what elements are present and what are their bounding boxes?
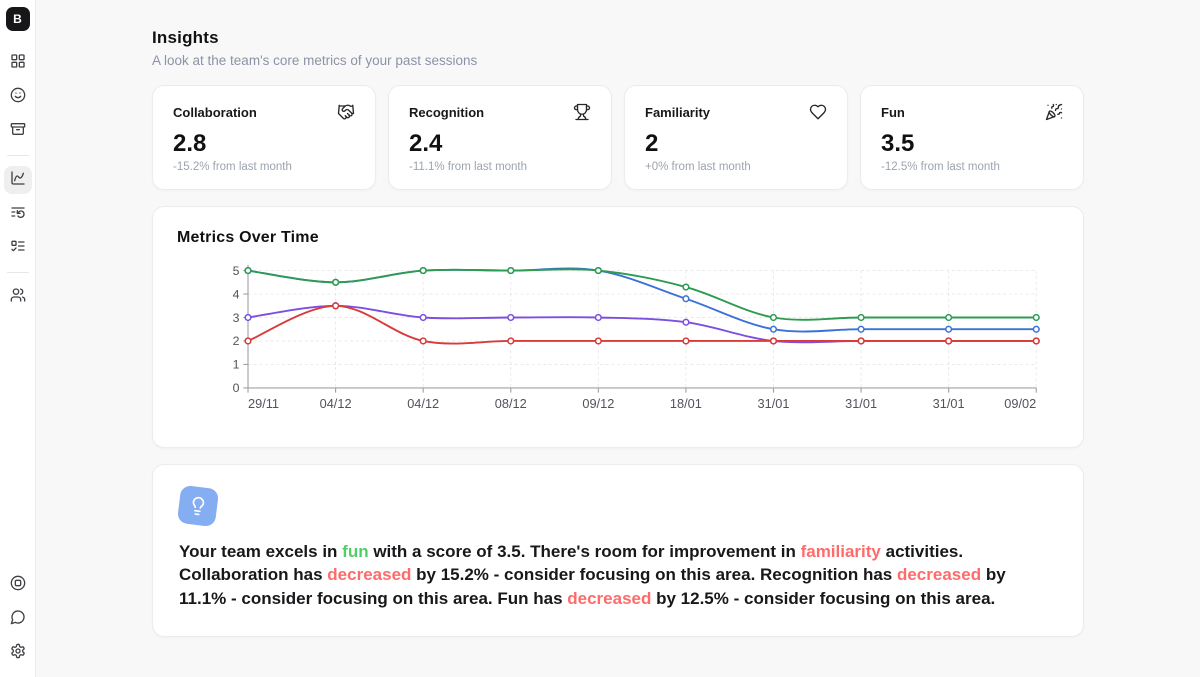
metric-card-title: Collaboration [173, 104, 257, 120]
task-list-icon [10, 238, 26, 259]
svg-text:3: 3 [233, 311, 240, 325]
svg-text:09/02: 09/02 [1004, 396, 1036, 411]
page-subtitle: A look at the team's core metrics of you… [152, 53, 478, 68]
line-chart-svg: 0 1 2 3 4 5 29/11 04/12 04/12 08/12 09/12 18/01 31/0… [233, 264, 1040, 411]
svg-text:31/01: 31/01 [758, 396, 790, 411]
handshake-icon [337, 103, 355, 121]
insight-text-segment: Your team excels in [179, 542, 343, 562]
metrics-over-time-card: Metrics Over Time 0 1 2 3 4 5 29/11 04/12 04/12 0… [152, 206, 1084, 449]
sidebar-item-team[interactable] [4, 283, 32, 311]
sidebar-divider [6, 272, 29, 273]
sidebar-item-mood[interactable] [4, 83, 32, 111]
metric-card-title: Recognition [409, 104, 485, 120]
metric-change: +0% from last month [645, 161, 751, 173]
support-icon [10, 575, 26, 596]
metric-card-title: Fun [881, 104, 905, 120]
sidebar-item-session-history[interactable] [4, 200, 32, 228]
metric-cards: Collaboration 2.8 -15.2% from last month… [152, 85, 1084, 190]
sidebar: B [0, 0, 36, 677]
svg-text:5: 5 [233, 264, 240, 278]
metric-card-title: Familiarity [645, 104, 711, 120]
trophy-icon [573, 103, 591, 121]
app-logo[interactable]: B [5, 7, 30, 31]
chat-icon [10, 609, 26, 630]
line-chart-icon [10, 170, 26, 191]
settings-gear-icon [10, 643, 26, 664]
metric-change: -12.5% from last month [881, 161, 1000, 173]
insight-text-segment: by 15.2% - consider focusing on this are… [411, 565, 897, 585]
svg-text:04/12: 04/12 [320, 396, 352, 411]
svg-text:08/12: 08/12 [495, 396, 527, 411]
svg-text:0: 0 [233, 381, 240, 395]
insight-text-segment: by 12.5% - consider focusing on this are… [651, 588, 996, 608]
sidebar-item-dashboard[interactable] [4, 49, 32, 77]
insight-text-segment: activities. Collaboration has [179, 542, 964, 585]
insight-text-segment: by 11.1% - consider focusing on this are… [179, 565, 1006, 608]
insight-text: Your team excels in fun with a score of … [179, 540, 1057, 609]
party-popper-icon [1045, 103, 1063, 121]
metric-card-fun: Fun 3.5 -12.5% from last month [860, 85, 1084, 190]
svg-text:31/01: 31/01 [933, 396, 965, 411]
smiley-icon [10, 87, 26, 108]
insight-text-segment: with a score of 3.5. There's room for im… [368, 542, 801, 562]
metric-change: -15.2% from last month [173, 161, 292, 173]
metric-value: 2.8 [173, 130, 207, 157]
insight-text-segment: fun [342, 542, 369, 562]
page-title: Insights [152, 28, 219, 47]
metrics-line-chart: 0 1 2 3 4 5 29/11 04/12 04/12 08/12 09/12 18/01 31/0… [177, 263, 1059, 433]
insight-card: Your team excels in fun with a score of … [152, 464, 1084, 637]
insight-text-segment: decreased [896, 565, 982, 585]
session-history-icon [10, 204, 26, 225]
sidebar-divider [6, 155, 29, 156]
svg-text:18/01: 18/01 [670, 396, 702, 411]
team-icon [10, 287, 26, 308]
sidebar-item-support[interactable] [4, 571, 32, 599]
metric-value: 2 [645, 130, 659, 157]
metric-card-collaboration: Collaboration 2.8 -15.2% from last month [152, 85, 376, 190]
svg-text:04/12: 04/12 [407, 396, 439, 411]
metric-value: 3.5 [881, 130, 915, 157]
svg-text:1: 1 [233, 358, 240, 372]
chart-title: Metrics Over Time [177, 229, 319, 246]
layout-grid-icon [10, 53, 26, 74]
svg-text:29/11: 29/11 [248, 396, 279, 411]
sidebar-item-tasks[interactable] [4, 234, 32, 262]
lightbulb-icon [176, 485, 220, 528]
main-content: Insights A look at the team's core metri… [36, 0, 1200, 677]
insight-text-segment: decreased [567, 588, 652, 608]
svg-text:2: 2 [233, 334, 240, 348]
heart-icon [809, 103, 827, 121]
sidebar-item-toolbox[interactable] [4, 117, 32, 145]
svg-text:09/12: 09/12 [582, 396, 614, 411]
insight-text-segment: decreased [327, 565, 412, 585]
metric-card-recognition: Recognition 2.4 -11.1% from last month [388, 85, 612, 190]
box-icon [10, 121, 26, 142]
svg-text:4: 4 [233, 287, 240, 301]
metric-value: 2.4 [409, 130, 443, 157]
metric-change: -11.1% from last month [409, 161, 528, 173]
insight-text-segment: familiarity [800, 542, 881, 562]
metric-card-familiarity: Familiarity 2 +0% from last month [624, 85, 848, 190]
sidebar-item-chat[interactable] [4, 605, 32, 633]
sidebar-item-settings[interactable] [4, 639, 32, 667]
svg-text:31/01: 31/01 [845, 396, 877, 411]
sidebar-item-insights[interactable] [3, 166, 32, 194]
